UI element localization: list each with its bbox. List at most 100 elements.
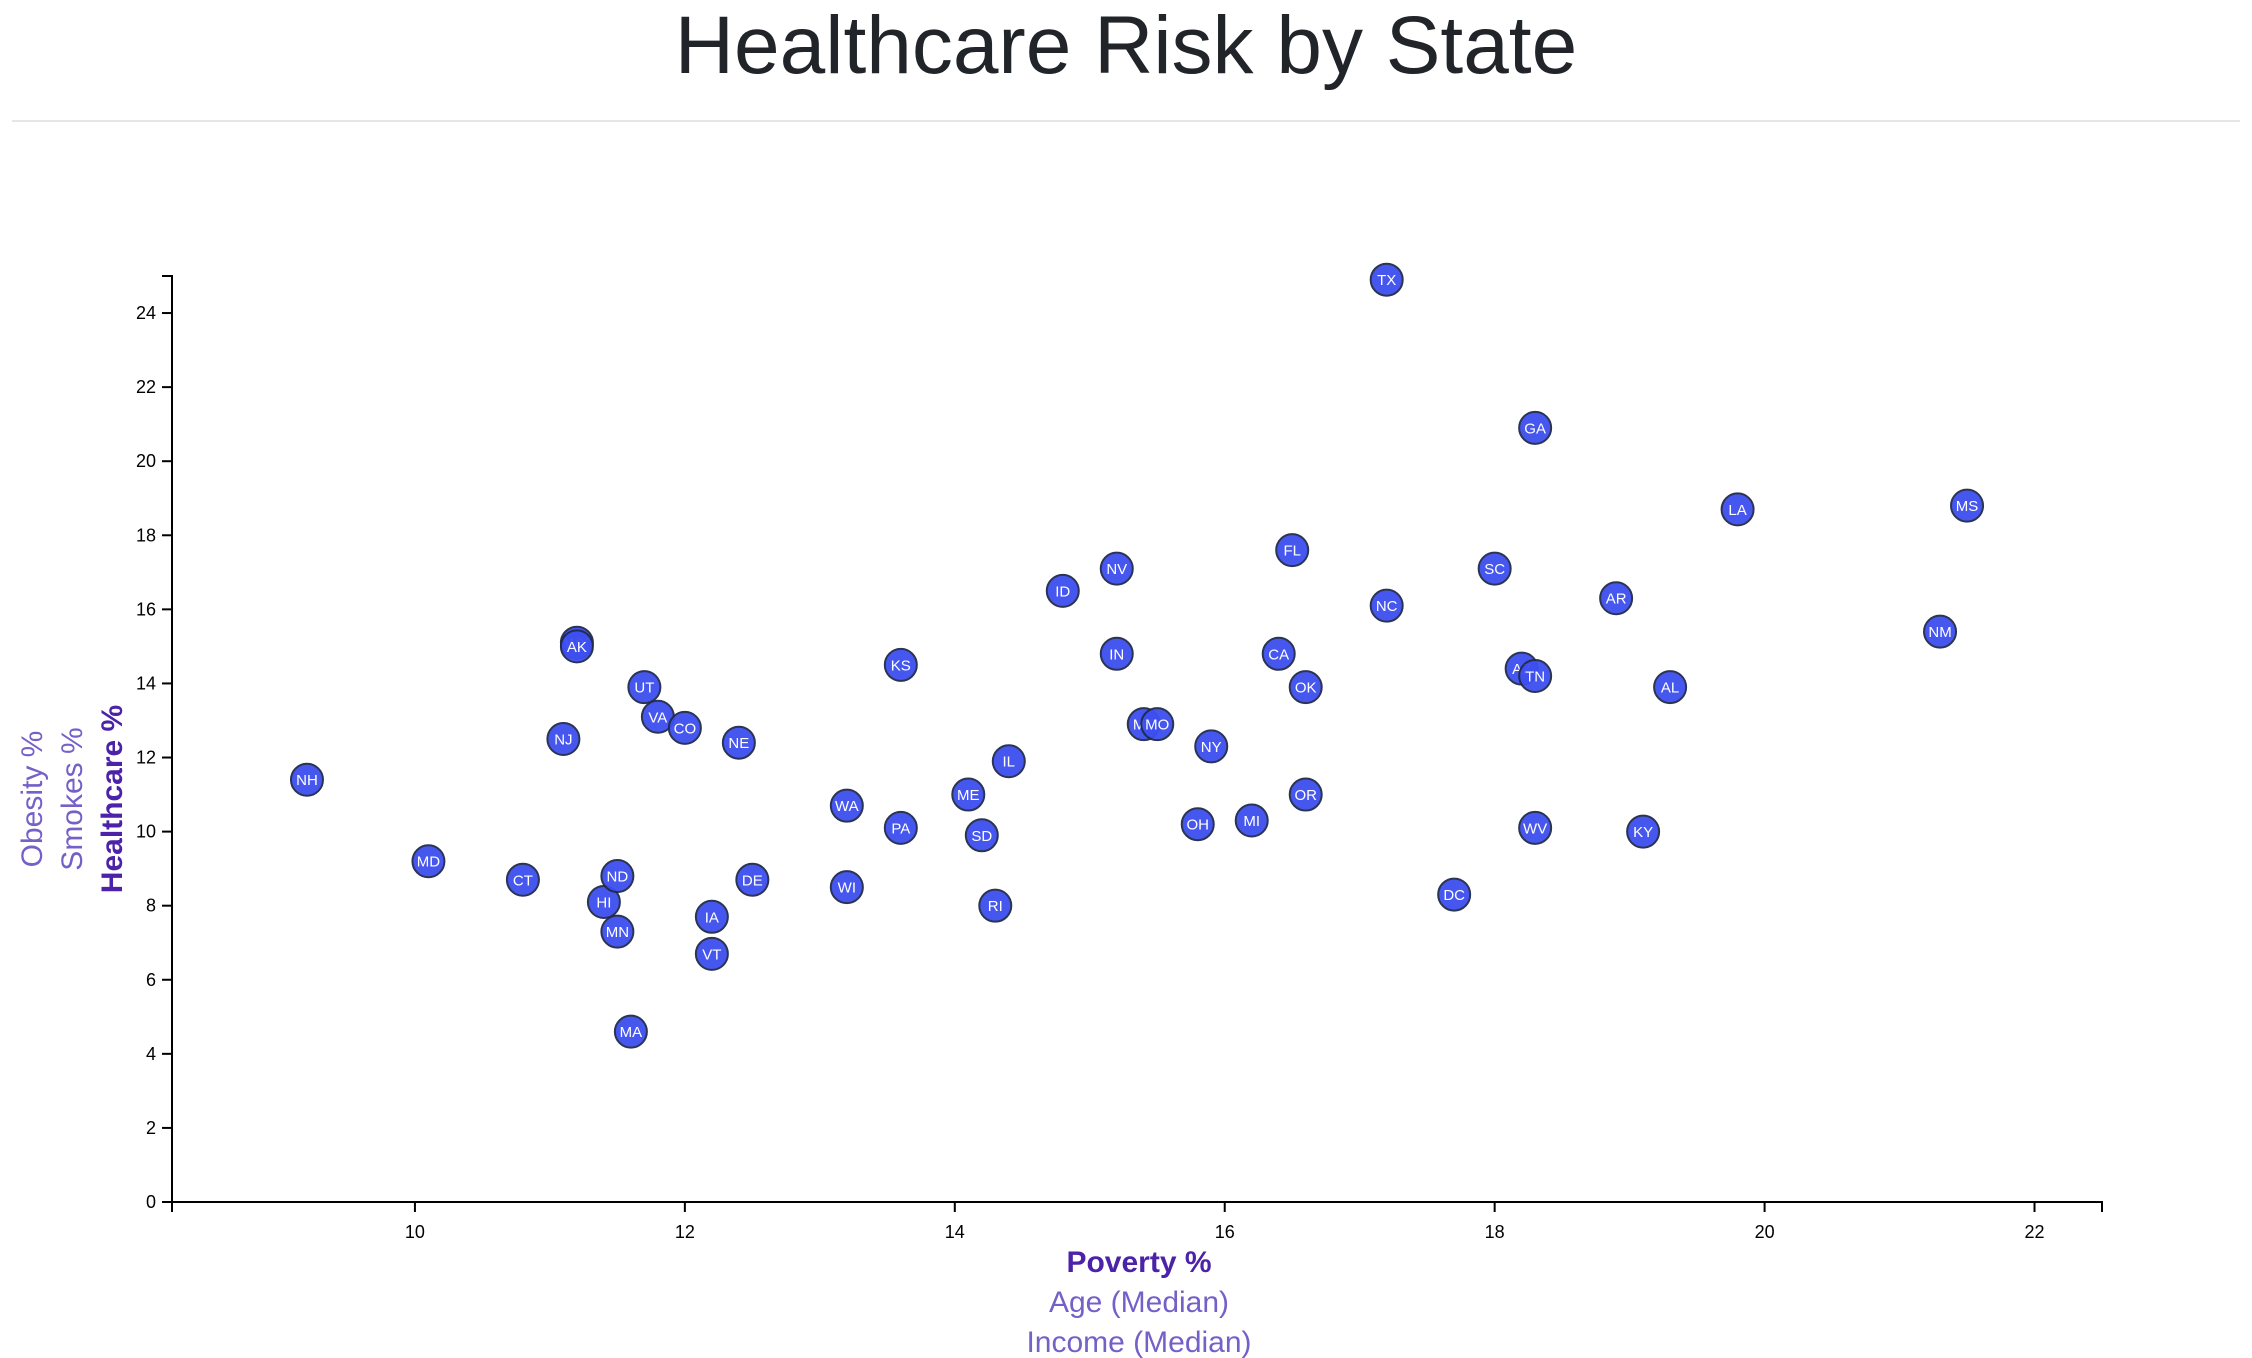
state-point-nc[interactable]: NC [1369,588,1404,623]
state-point-ut[interactable]: UT [627,670,662,705]
y-axis-option-0[interactable]: Healthcare % [96,705,129,893]
state-marker[interactable] [1518,810,1553,845]
state-point-pa[interactable]: PA [883,810,918,845]
state-point-ne[interactable]: NE [721,725,756,760]
state-point-ok[interactable]: OK [1288,670,1323,705]
state-point-ri[interactable]: RI [978,888,1013,923]
x-axis-option-0[interactable]: Poverty % [1066,1246,1211,1279]
state-marker[interactable] [1288,670,1323,705]
state-marker[interactable] [546,722,581,756]
state-point-me[interactable]: ME [951,777,986,812]
state-marker[interactable] [829,788,864,823]
state-marker[interactable] [1653,670,1688,705]
state-marker[interactable] [1140,707,1175,742]
state-point-tx[interactable]: TX [1369,262,1404,297]
state-point-or[interactable]: OR [1288,777,1323,812]
state-point-ms[interactable]: MS [1950,488,1985,523]
state-marker[interactable] [1234,803,1269,838]
state-point-nm[interactable]: NM [1923,614,1958,649]
state-point-ma[interactable]: MA [613,1014,648,1049]
state-point-nv[interactable]: NV [1099,551,1134,586]
state-marker[interactable] [411,844,446,879]
state-point-mn[interactable]: MN [600,914,635,949]
state-point-ky[interactable]: KY [1626,814,1661,849]
state-point-sc[interactable]: SC [1477,551,1512,586]
state-marker[interactable] [1518,659,1553,694]
state-marker[interactable] [1194,729,1229,764]
state-point-vt[interactable]: VT [694,936,729,971]
state-point-oh[interactable]: OH [1180,807,1215,842]
state-point-la[interactable]: LA [1720,492,1755,527]
state-marker[interactable] [694,936,729,971]
state-point-wv[interactable]: WV [1518,810,1553,845]
state-marker[interactable] [1923,614,1958,649]
state-point-wi[interactable]: WI [829,870,864,905]
state-point-hi[interactable]: HI [586,884,621,919]
state-marker[interactable] [1720,492,1755,527]
state-marker[interactable] [1599,581,1634,616]
state-marker[interactable] [721,725,756,760]
state-point-il[interactable]: IL [991,744,1026,779]
state-marker[interactable] [829,870,864,905]
state-marker[interactable] [1180,807,1215,842]
state-abbr-label: MI [1243,813,1260,830]
state-point-wa[interactable]: WA [829,788,864,823]
state-point-ar[interactable]: AR [1599,581,1634,616]
state-marker[interactable] [600,859,635,894]
state-marker[interactable] [883,647,918,682]
state-marker[interactable] [1626,814,1661,849]
state-point-ny[interactable]: NY [1194,729,1229,764]
x-axis-option-1[interactable]: Age (Median) [1049,1286,1229,1319]
state-marker[interactable] [559,629,594,664]
state-marker[interactable] [667,710,702,745]
state-point-ct[interactable]: CT [505,862,540,897]
state-marker[interactable] [505,862,540,897]
state-point-ak[interactable]: AK [559,629,594,664]
state-marker[interactable] [1288,777,1323,812]
state-point-ca[interactable]: CA [1261,636,1296,671]
state-point-tn[interactable]: TN [1518,659,1553,694]
x-axis-option-2[interactable]: Income (Median) [1026,1326,1251,1358]
state-marker[interactable] [1437,877,1472,912]
state-marker[interactable] [1518,410,1553,445]
state-point-mo[interactable]: MO [1140,707,1175,742]
state-marker[interactable] [1369,588,1404,623]
state-point-ia[interactable]: IA [694,899,729,934]
state-marker[interactable] [289,762,324,797]
state-marker[interactable] [735,862,770,897]
state-point-nh[interactable]: NH [289,762,324,797]
state-marker[interactable] [883,810,918,845]
state-point-ga[interactable]: GA [1518,410,1553,445]
state-marker[interactable] [1275,533,1310,568]
state-marker[interactable] [613,1014,648,1049]
state-marker[interactable] [951,777,986,812]
state-marker[interactable] [1099,551,1134,586]
state-marker[interactable] [964,818,999,853]
state-point-fl[interactable]: FL [1275,533,1310,568]
state-marker[interactable] [1099,636,1134,671]
state-marker[interactable] [991,744,1026,779]
state-point-dc[interactable]: DC [1437,877,1472,912]
state-point-nd[interactable]: ND [600,859,635,894]
state-point-ks[interactable]: KS [883,647,918,682]
state-marker[interactable] [1045,573,1080,608]
state-point-md[interactable]: MD [411,844,446,879]
state-marker[interactable] [627,670,662,705]
state-marker[interactable] [1950,488,1985,523]
state-point-co[interactable]: CO [667,710,702,745]
state-marker[interactable] [694,899,729,934]
state-marker[interactable] [1477,551,1512,586]
state-marker[interactable] [600,914,635,949]
state-marker[interactable] [1261,636,1296,671]
state-point-nj[interactable]: NJ [546,722,581,756]
state-point-de[interactable]: DE [735,862,770,897]
y-axis-option-2[interactable]: Obesity % [16,731,49,868]
state-point-in[interactable]: IN [1099,636,1134,671]
state-point-al[interactable]: AL [1653,670,1688,705]
state-point-mi[interactable]: MI [1234,803,1269,838]
state-marker[interactable] [978,888,1013,923]
state-marker[interactable] [1369,262,1404,297]
y-axis-option-1[interactable]: Smokes % [56,727,89,870]
state-point-id[interactable]: ID [1045,573,1080,608]
state-point-sd[interactable]: SD [964,818,999,853]
